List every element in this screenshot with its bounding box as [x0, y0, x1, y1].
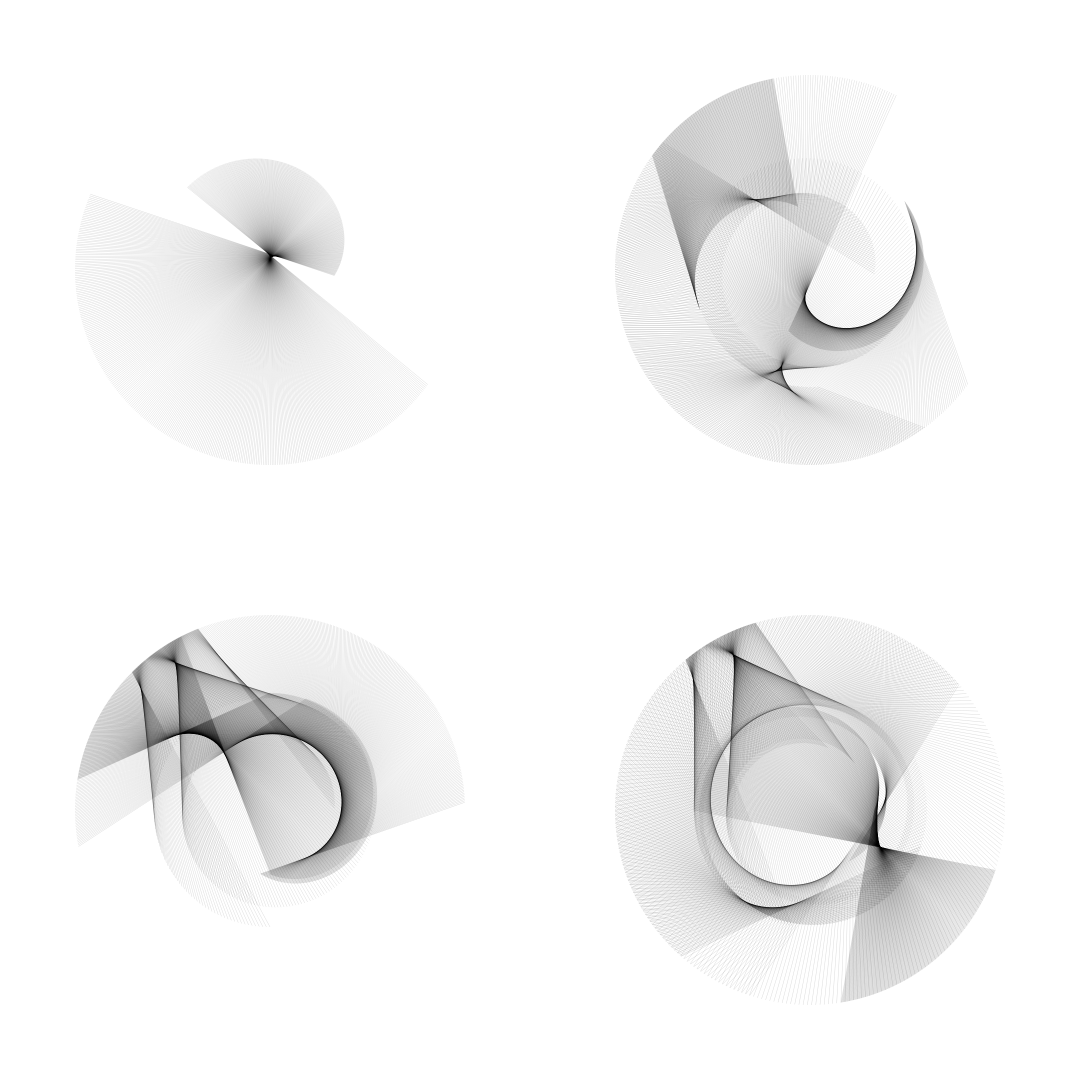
- fan-lines: [692, 706, 996, 1003]
- fan-lines: [685, 622, 915, 926]
- art-panel-top-right: [614, 74, 968, 466]
- fan-lines: [74, 614, 465, 884]
- line-fan: [74, 614, 465, 884]
- art-panel-top-left: [74, 158, 428, 466]
- fan-lines: [652, 78, 798, 310]
- art-panel-bottom-right: [614, 614, 1006, 1006]
- line-fan: [131, 628, 376, 928]
- fan-lines: [614, 614, 960, 957]
- line-fan: [652, 78, 798, 310]
- line-fan: [614, 614, 960, 957]
- fan-lines: [614, 614, 1006, 1006]
- art-panel-bottom-left: [74, 614, 465, 928]
- line-fan: [77, 636, 374, 880]
- line-fan: [74, 158, 428, 466]
- fan-lines: [77, 636, 374, 880]
- line-fan: [614, 142, 925, 466]
- line-fan: [692, 706, 996, 1003]
- line-fan: [685, 622, 915, 926]
- fan-lines: [131, 628, 376, 928]
- line-fan: [614, 74, 968, 466]
- line-fan: [614, 614, 1006, 1006]
- fan-lines: [614, 142, 925, 466]
- fan-lines: [74, 158, 428, 466]
- fan-lines: [614, 74, 968, 466]
